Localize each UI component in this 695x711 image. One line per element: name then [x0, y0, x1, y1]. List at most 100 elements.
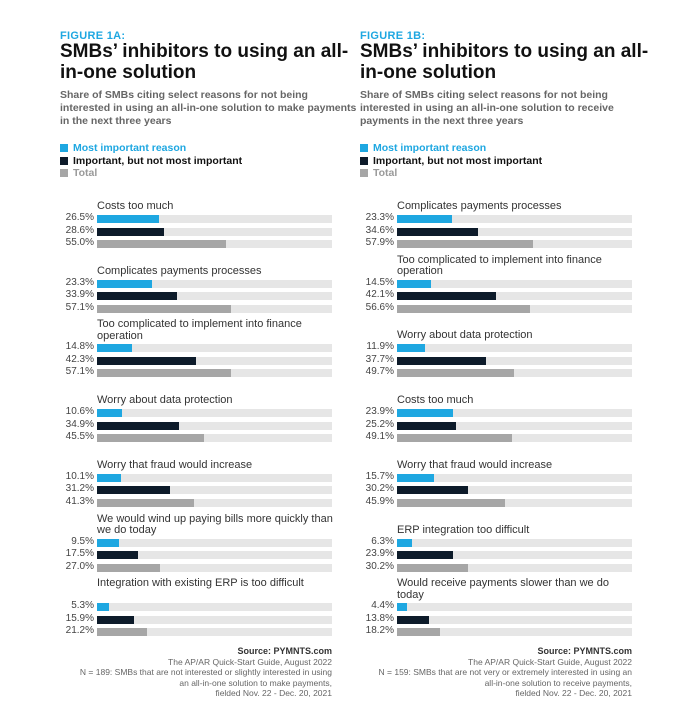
category-label: Worry that fraud would increase — [397, 458, 553, 471]
data-label: 9.5% — [71, 535, 94, 547]
bar-track — [397, 551, 632, 559]
bar-track — [97, 215, 332, 223]
bar-most — [97, 538, 120, 547]
bar-important — [397, 421, 457, 430]
bar-most — [397, 279, 432, 288]
bar-most — [97, 279, 152, 288]
bar-track — [397, 563, 632, 572]
legend-item-most: Most important reason — [360, 142, 542, 155]
legend-label: Most important reason — [373, 142, 487, 154]
data-label: 6.3% — [371, 535, 394, 547]
bar-total — [97, 304, 232, 313]
bar-most — [397, 603, 408, 612]
legend-item-most: Most important reason — [60, 142, 242, 155]
bar-row-most: 9.5% — [60, 535, 332, 550]
legend: Most important reason Important, but not … — [60, 142, 242, 180]
source-line: N = 159: SMBs that are not very or extre… — [378, 667, 632, 677]
data-label: 17.5% — [65, 548, 94, 559]
source-note: Source: PYMNTS.com The AP/AR Quick-Start … — [342, 646, 632, 699]
bar-row-important: 37.7% — [360, 354, 632, 368]
bar-important — [397, 227, 479, 236]
data-label: 18.2% — [365, 625, 394, 637]
bar-track — [397, 434, 632, 443]
chart-subtitle: Share of SMBs citing select reasons for … — [360, 89, 614, 127]
bar-row-total: 56.6% — [360, 301, 632, 316]
bar-row-most: 23.3% — [60, 277, 332, 291]
bar-track — [397, 227, 632, 236]
source-line: all-in-one solution to receive payments, — [484, 677, 632, 688]
bar-track — [97, 240, 332, 248]
bar-track — [397, 473, 632, 482]
bar-total — [397, 498, 505, 507]
bar-row-important: 30.2% — [360, 484, 632, 497]
data-label: 10.6% — [65, 406, 94, 418]
data-label: 49.1% — [365, 431, 394, 443]
bar-most — [397, 215, 452, 223]
legend: Most important reason Important, but not … — [360, 142, 542, 180]
bar-row-total: 45.5% — [60, 432, 332, 445]
bar-row-most: 14.5% — [360, 276, 632, 291]
bar-most — [397, 538, 412, 547]
bar-row-total: 21.2% — [60, 626, 332, 639]
data-label: 34.9% — [65, 418, 94, 430]
bar-total — [97, 240, 227, 248]
category-label: Too complicated to implement into financ… — [97, 318, 302, 342]
data-label: 30.2% — [365, 483, 394, 495]
bar-row-important: 23.9% — [360, 549, 632, 562]
bar-important — [97, 356, 197, 365]
bar-important — [397, 615, 430, 624]
figure-1b: FIGURE 1B: SMBs’ inhibitors to using an … — [360, 0, 660, 711]
data-label: 23.3% — [365, 212, 394, 223]
bar-row-important: 15.9% — [60, 613, 332, 627]
data-label: 33.9% — [65, 289, 94, 301]
data-label: 31.2% — [65, 483, 94, 495]
source-line: The AP/AR Quick-Start Guide, August 2022 — [168, 656, 332, 667]
bar-important — [397, 551, 454, 559]
category-label: Worry about data protection — [97, 394, 233, 407]
data-label: 57.1% — [65, 366, 94, 378]
data-label: 56.6% — [365, 301, 394, 313]
bar-row-total: 30.2% — [360, 561, 632, 575]
data-label: 57.9% — [365, 237, 394, 248]
data-label: 10.1% — [65, 470, 94, 482]
figure-1a: FIGURE 1A: SMBs’ inhibitors to using an … — [60, 0, 360, 711]
bar-track — [97, 615, 332, 624]
data-label: 21.2% — [65, 625, 94, 637]
bar-track — [97, 356, 332, 365]
bar-row-most: 5.3% — [60, 601, 332, 614]
bar-row-total: 18.2% — [360, 626, 632, 639]
bar-track — [397, 538, 632, 547]
data-label: 49.7% — [365, 366, 394, 378]
bar-total — [397, 369, 514, 378]
legend-item-important: Important, but not most important — [60, 155, 242, 168]
chart-subtitle: Share of SMBs citing select reasons for … — [60, 89, 357, 127]
bar-row-total: 41.3% — [60, 495, 332, 510]
data-label: 23.9% — [365, 548, 394, 559]
bar-important — [97, 421, 179, 430]
bar-important — [97, 615, 135, 624]
bar-most — [97, 473, 121, 482]
bar-most — [97, 409, 122, 418]
bar-total — [397, 304, 530, 313]
source-label: Source: PYMNTS.com — [537, 646, 632, 656]
bar-track — [397, 603, 632, 612]
bar-track — [397, 304, 632, 313]
bar-most — [97, 344, 132, 353]
data-label: 45.5% — [65, 431, 94, 443]
data-label: 41.3% — [65, 495, 94, 507]
data-label: 34.6% — [365, 224, 394, 236]
data-label: 13.8% — [365, 612, 394, 624]
bar-total — [97, 434, 204, 443]
category-label: Integration with existing ERP is too dif… — [97, 577, 304, 590]
data-label: 14.5% — [365, 276, 394, 288]
bar-row-most: 14.8% — [60, 342, 332, 355]
bar-total — [397, 563, 468, 572]
bar-track — [97, 409, 332, 418]
bar-track — [397, 615, 632, 624]
legend-label: Important, but not most important — [373, 154, 543, 167]
bar-important — [97, 551, 139, 559]
bar-row-most: 15.7% — [360, 471, 632, 485]
bar-total — [97, 628, 147, 637]
bar-track — [97, 421, 332, 430]
bar-row-total: 57.1% — [60, 367, 332, 380]
